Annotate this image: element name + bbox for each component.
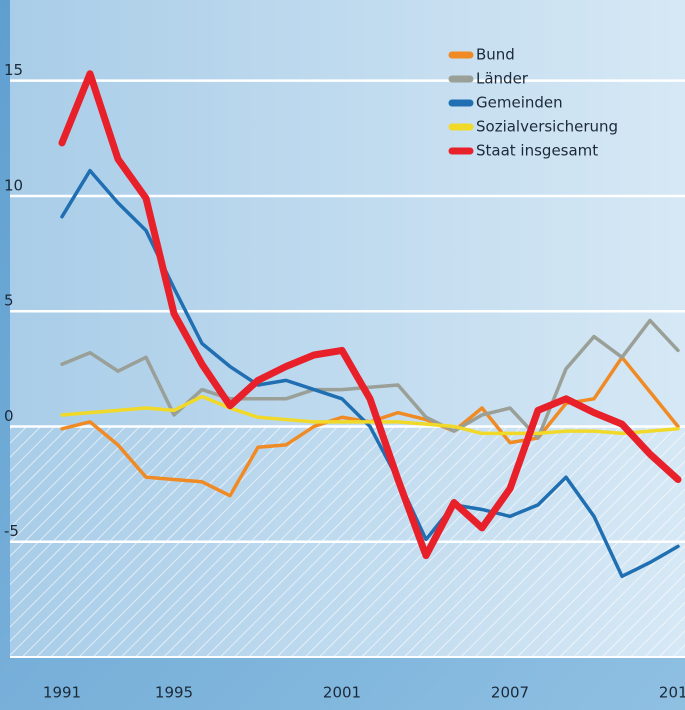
series-line	[60, 318, 680, 440]
legend-label: Bund	[476, 46, 515, 64]
series-line	[58, 70, 682, 560]
x-tick-label: 2007	[491, 684, 529, 702]
x-tick-label: 1991	[43, 684, 81, 702]
legend-label: Staat insgesamt	[476, 142, 598, 160]
legend-label: Sozialversicherung	[476, 118, 618, 136]
y-tick-label: 10	[4, 176, 23, 194]
legend-label: Gemeinden	[476, 94, 563, 112]
y-tick-label: 0	[4, 407, 14, 425]
y-tick-label: 5	[4, 292, 14, 310]
x-tick-label: 2013	[659, 684, 685, 702]
y-tick-label: 15	[4, 61, 23, 79]
legend-label: Länder	[476, 70, 529, 88]
x-tick-label: 2001	[323, 684, 361, 702]
series-line	[60, 394, 680, 436]
x-tick-label: 1995	[155, 684, 193, 702]
y-tick-label: -5	[4, 522, 19, 540]
